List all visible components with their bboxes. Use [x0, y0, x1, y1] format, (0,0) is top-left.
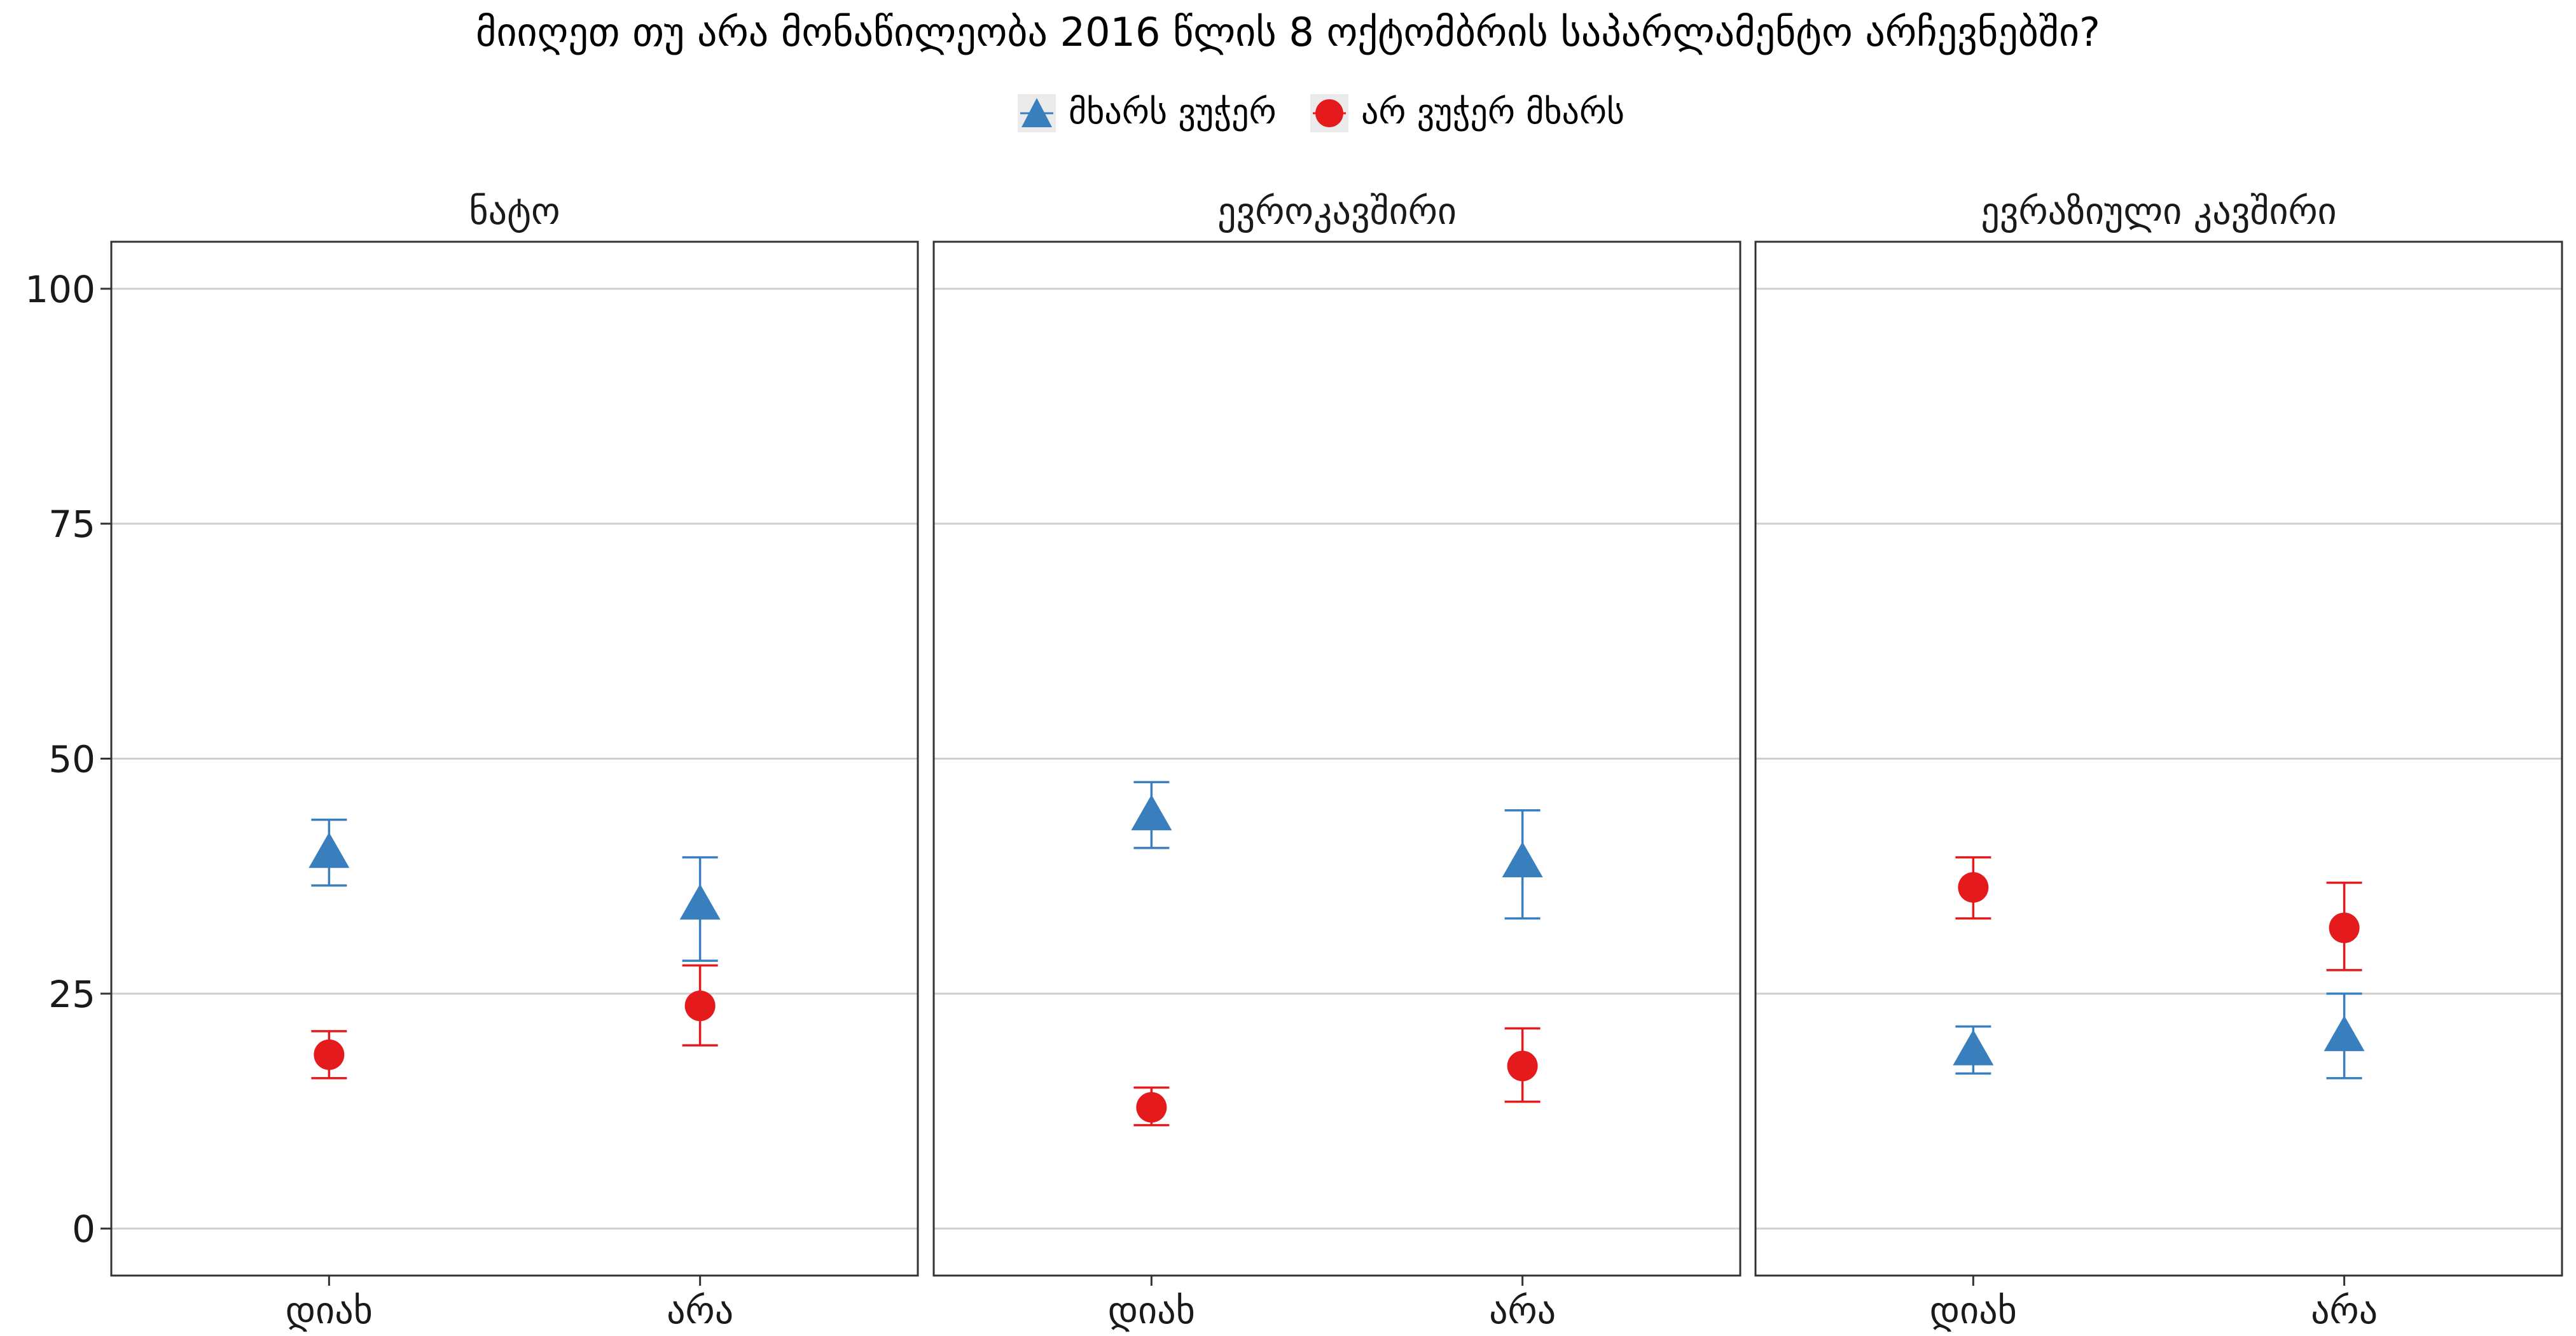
x-tick-label: არა — [1489, 1289, 1556, 1332]
data-point-circle — [684, 991, 716, 1022]
x-tick-label: არა — [667, 1289, 733, 1332]
panel-title: ნატო — [469, 190, 560, 233]
y-tick-label: 100 — [25, 268, 95, 311]
panel-title: ევროკავშირი — [1217, 190, 1457, 233]
y-tick-label: 25 — [48, 973, 95, 1016]
x-tick-label: არა — [2311, 1289, 2378, 1332]
chart-title: მიიღეთ თუ არა მონაწილეობა 2016 წლის 8 ოქ… — [476, 9, 2100, 55]
data-point-triangle — [1131, 795, 1172, 831]
legend-label-oppose: არ ვუჭერ მხარს — [1361, 92, 1625, 132]
x-tick-label: დიახ — [286, 1289, 373, 1332]
x-tick-label: დიახ — [1108, 1289, 1195, 1332]
data-point-circle — [1507, 1050, 1538, 1082]
legend: მხარს ვუჭერ არ ვუჭერ მხარს — [1018, 88, 1717, 139]
data-point-circle — [1958, 872, 1989, 903]
data-point-circle — [314, 1039, 345, 1070]
panel-title: ევრაზიული კავშირი — [1981, 190, 2336, 233]
circle-icon — [1310, 94, 1348, 132]
data-point-circle — [1136, 1092, 1167, 1123]
data-point-triangle — [1953, 1029, 1994, 1066]
data-point-triangle — [679, 884, 721, 920]
data-point-triangle — [1502, 842, 1543, 877]
y-tick-label: 75 — [48, 503, 95, 546]
x-tick-label: დიახ — [1930, 1289, 2017, 1332]
panel-1: ნატო დიახ არა — [110, 190, 919, 1332]
y-tick-label: 0 — [72, 1207, 95, 1251]
panel-border — [1754, 240, 2563, 1277]
panel-border — [932, 240, 1742, 1277]
data-point-triangle — [308, 832, 350, 868]
data-point-circle — [2329, 912, 2360, 943]
y-tick-label: 50 — [48, 738, 95, 781]
triangle-icon — [1018, 94, 1056, 132]
panel-2: ევროკავშირი დიახ არა — [932, 190, 1742, 1332]
data-point-triangle — [2323, 1015, 2365, 1052]
panel-3: ევრაზიული კავშირი დიახ არა — [1754, 190, 2563, 1332]
panel-border — [110, 240, 919, 1277]
legend-label-support: მხარს ვუჭერ — [1069, 92, 1277, 132]
